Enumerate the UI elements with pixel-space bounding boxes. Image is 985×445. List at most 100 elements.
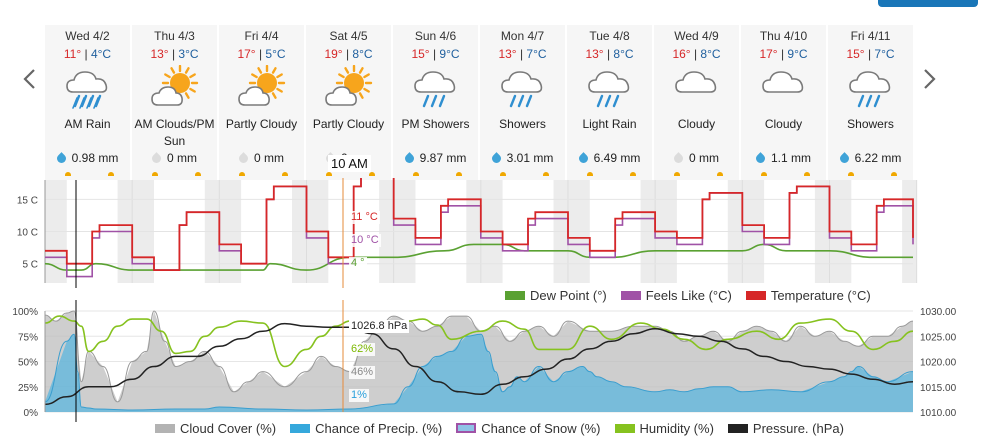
- shower-cloud-icon: [849, 71, 891, 108]
- raindrop-icon: [402, 152, 416, 165]
- condition-line: Showers: [847, 117, 894, 131]
- day-temperatures: 19° | 8°C: [306, 47, 391, 61]
- sunrise-sunset-icon: [65, 172, 71, 176]
- legend-swatch: [155, 424, 175, 433]
- day-date: Fri 4/11: [850, 29, 891, 43]
- condition-line: Partly Cloudy: [225, 117, 298, 131]
- day-precipitation: 9.87 mm: [393, 151, 478, 165]
- legend-item[interactable]: Chance of Precip. (%): [290, 421, 442, 436]
- legend-label: Pressure. (hPa): [752, 421, 844, 436]
- high-temperature: 13°: [498, 47, 517, 61]
- day-temperatures: 13° | 3°C: [132, 47, 217, 61]
- day-date: Sun 4/6: [414, 29, 457, 43]
- day-card[interactable]: Sun 4/6 15° | 9°C PM Showers 9.87 mm: [393, 25, 478, 180]
- raindrop-icon: [237, 152, 250, 165]
- legend-label: Feels Like (°C): [645, 288, 732, 303]
- sunrise-sunset-icon: [891, 172, 897, 176]
- temperature-separator: |: [168, 47, 179, 61]
- legend-label: Humidity (%): [639, 421, 714, 436]
- shower-cloud-icon: [501, 71, 543, 108]
- condition-line: AM Clouds/PM: [134, 117, 215, 131]
- legend-swatch: [727, 424, 748, 433]
- day-condition: PM Showers: [393, 116, 478, 133]
- condition-line: Partly Cloudy: [312, 117, 385, 131]
- y-tick-label-right: 1020.00: [920, 358, 957, 369]
- legend-label: Cloud Cover (%): [180, 421, 277, 436]
- next-days-button[interactable]: [918, 62, 942, 96]
- high-temperature: 17°: [759, 47, 778, 61]
- y-tick-label: 15 C: [17, 195, 38, 206]
- day-date: Wed 4/9: [674, 29, 719, 43]
- series-line: [45, 178, 914, 271]
- sunrise-sunset-icon: [413, 172, 419, 176]
- temperature-separator: |: [342, 47, 353, 61]
- sunrise-sunset-icon: [152, 172, 158, 176]
- low-temperature: 8°C: [700, 47, 721, 61]
- day-card[interactable]: Tue 4/8 13° | 8°C Light Rain 6.49 mm: [567, 25, 652, 180]
- sun-behind-cloud-icon: [238, 65, 286, 106]
- temperature-separator: |: [255, 47, 266, 61]
- tooltip-precip-chance: 1%: [349, 389, 369, 402]
- shower-cloud-icon: [414, 71, 456, 108]
- raindrop-icon: [754, 152, 767, 165]
- sun-behind-cloud-icon: [325, 65, 373, 106]
- top-action-button[interactable]: [878, 0, 978, 7]
- day-precipitation: 0.98 mm: [45, 151, 130, 165]
- sunrise-sunset-icon: [195, 172, 201, 176]
- high-temperature: 13°: [150, 47, 169, 61]
- y-tick-label-left: 50%: [18, 358, 38, 369]
- legend-item[interactable]: Dew Point (°): [505, 288, 607, 303]
- legend-item[interactable]: Chance of Snow (%): [456, 421, 601, 436]
- temperature-separator: |: [429, 47, 440, 61]
- raindrop-icon: [150, 152, 163, 165]
- tooltip-temperature: 11 °C: [349, 211, 380, 224]
- temperature-separator: |: [81, 47, 91, 61]
- temperature-separator: |: [864, 47, 875, 61]
- legend-swatch: [614, 424, 635, 433]
- day-card[interactable]: Fri 4/11 15° | 7°C Showers 6.22 mm: [828, 25, 913, 180]
- day-precipitation: 6.22 mm: [828, 151, 913, 165]
- day-precipitation: 3.01 mm: [480, 151, 565, 165]
- sunrise-sunset-icon: [239, 172, 245, 176]
- day-precipitation: 0 mm: [654, 151, 739, 165]
- high-temperature: 16°: [672, 47, 691, 61]
- y-tick-label-left: 100%: [12, 307, 38, 318]
- previous-days-button[interactable]: [17, 62, 41, 96]
- sunrise-sunset-icon: [761, 172, 767, 176]
- precipitation-amount: 0 mm: [254, 151, 284, 165]
- day-condition: Cloudy: [654, 116, 739, 133]
- day-date: Wed 4/2: [65, 29, 110, 43]
- conditions-legend: Cloud Cover (%) Chance of Precip. (%) Chan…: [155, 421, 858, 436]
- legend-item[interactable]: Pressure. (hPa): [727, 421, 844, 436]
- y-tick-label-right: 1030.00: [920, 307, 957, 318]
- day-temperatures: 11° | 4°C: [45, 47, 130, 61]
- precipitation-amount: 9.87 mm: [419, 151, 467, 165]
- precipitation-amount: 0 mm: [689, 151, 719, 165]
- day-date: Sat 4/5: [329, 29, 368, 43]
- legend-swatch: [505, 291, 525, 300]
- legend-item[interactable]: Feels Like (°C): [620, 288, 732, 303]
- day-temperatures: 16° | 8°C: [654, 47, 739, 61]
- sunrise-sunset-icon: [543, 172, 549, 176]
- series-line: [44, 333, 914, 411]
- day-card[interactable]: Mon 4/7 13° | 7°C Showers 3.01 mm: [480, 25, 565, 180]
- day-precipitation: 0 mm: [132, 151, 217, 165]
- tooltip-feels-like: 10 °C: [349, 234, 381, 247]
- day-card[interactable]: Wed 4/2 11° | 4°C AM Rain 0.98 mm: [45, 25, 130, 180]
- y-tick-label-right: 1025.00: [920, 332, 957, 343]
- temperature-chart: 5 C 10 C 15 C: [17, 178, 918, 288]
- day-card[interactable]: Thu 4/10 17° | 9°C Cloudy 1.1 mm: [741, 25, 826, 180]
- legend-item[interactable]: Cloud Cover (%): [155, 421, 276, 436]
- tooltip-cloud-cover: 46%: [349, 366, 376, 379]
- day-precipitation: 0 mm: [219, 151, 304, 165]
- day-card[interactable]: Fri 4/4 17° | 5°C Partly Cloudy 0 mm: [219, 25, 304, 180]
- legend-item[interactable]: Temperature (°C): [745, 288, 871, 303]
- day-card[interactable]: Thu 4/3 13° | 3°C AM Clouds/PM Sun 0 mm: [132, 25, 217, 180]
- sunrise-sunset-icon: [848, 172, 854, 176]
- legend-item[interactable]: Humidity (%): [614, 421, 714, 436]
- day-card[interactable]: Wed 4/9 16° | 8°C Cloudy 0 mm: [654, 25, 739, 180]
- low-temperature: 8°C: [352, 47, 373, 61]
- precipitation-amount: 3.01 mm: [506, 151, 554, 165]
- y-tick-label: 10 C: [17, 228, 38, 239]
- high-temperature: 15°: [411, 47, 430, 61]
